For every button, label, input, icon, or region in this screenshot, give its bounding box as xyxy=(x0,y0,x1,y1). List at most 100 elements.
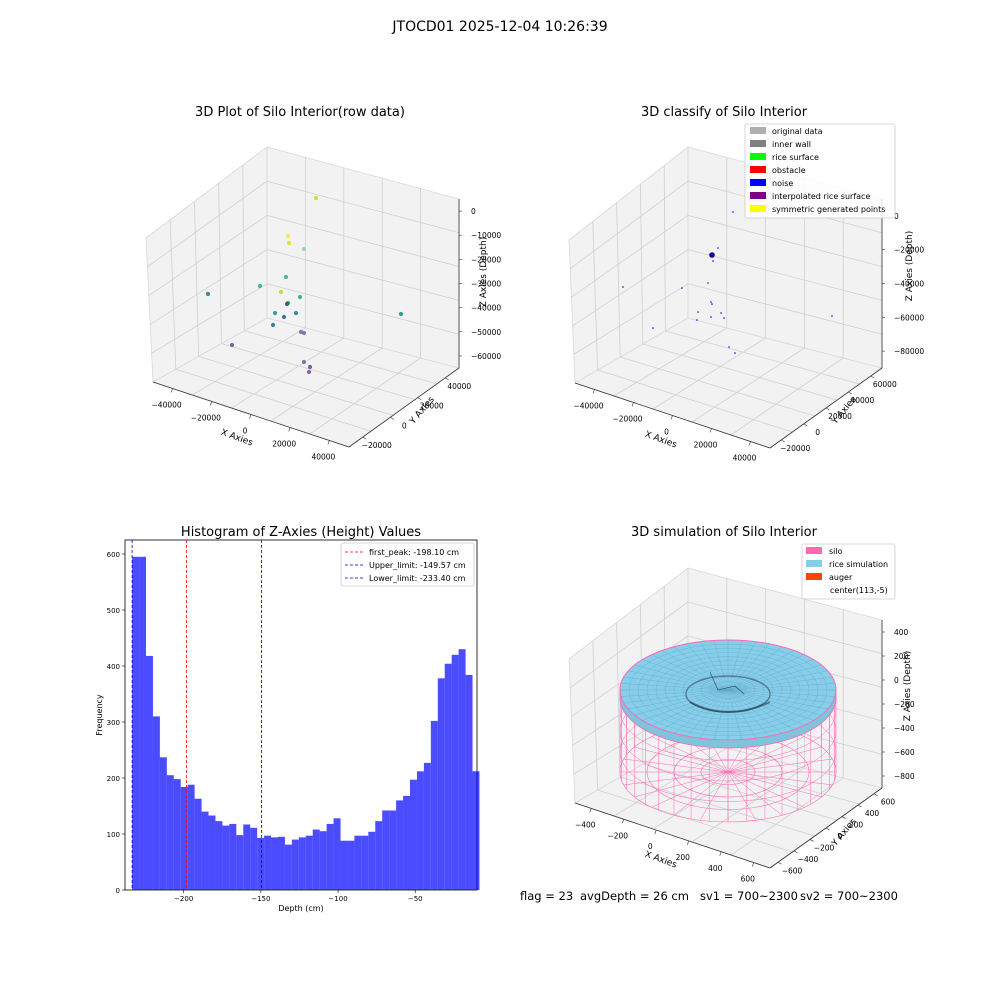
classify-plot-left-grid xyxy=(640,184,644,345)
histogram-legend: first_peak: -198.10 cm Upper_limit: -149.… xyxy=(340,542,475,587)
histogram-bar xyxy=(166,775,174,890)
raw-plot-back-grid xyxy=(266,180,460,234)
rice-mesh-spoke xyxy=(727,683,836,691)
raw-plot-back-grid xyxy=(266,283,460,335)
raw-data-point xyxy=(272,310,278,316)
silo-floor-spoke xyxy=(727,771,783,816)
classify-plot-floor-grid xyxy=(642,343,838,401)
classify-plot-floor-grid xyxy=(691,347,805,423)
rice-mesh-spoke xyxy=(623,689,729,704)
histogram-x-tick: −150 xyxy=(251,895,270,903)
simulation-plot-left-grid xyxy=(592,640,598,791)
classify-plot-x-ticks: −40000 −20000 0 20000 40000 xyxy=(573,389,757,463)
simulation-plot-x-tick: 200 xyxy=(676,853,691,862)
histogram-bar xyxy=(291,839,299,890)
classify-point xyxy=(710,301,712,303)
raw-data-point xyxy=(297,294,303,300)
classify-plot-xlabel: X Axies xyxy=(643,430,678,451)
raw-data-point xyxy=(306,369,312,375)
simulation-legend-label: silo xyxy=(829,547,843,556)
histogram-bar xyxy=(215,821,223,890)
histogram-bar xyxy=(305,835,313,890)
simulation-plot-x-tick: 0 xyxy=(648,842,653,851)
raw-plot-x-tick-mark xyxy=(288,427,291,432)
rice-mesh-spoke xyxy=(628,689,729,710)
rice-mesh-spoke xyxy=(662,650,729,691)
histogram-bar xyxy=(284,844,292,890)
raw-plot-left-grid xyxy=(148,215,268,296)
rice-mesh-spoke xyxy=(686,689,729,737)
classify-point xyxy=(712,260,714,262)
simulation-plot-z-tick: −200 xyxy=(894,700,915,709)
simulation-legend-swatch xyxy=(806,560,822,567)
classify-legend: original data inner wall rice surface obsta… xyxy=(744,123,896,219)
classify-plot-back-grid xyxy=(687,249,883,301)
histogram-y-tick: 400 xyxy=(107,663,120,671)
histogram-y-tick: 0 xyxy=(116,887,120,895)
histogram-bar xyxy=(333,818,341,890)
classify-point xyxy=(697,311,699,313)
raw-plot-z-tick: −60000 xyxy=(471,352,501,361)
classify-plot-x-tick: 40000 xyxy=(733,454,757,463)
classify-legend-swatch xyxy=(750,179,766,186)
silo-floor-spoke xyxy=(673,771,729,816)
histogram-bar xyxy=(250,827,258,890)
rice-mesh-spoke xyxy=(727,650,794,691)
simulation-plot-y-tick-mark xyxy=(873,793,878,796)
raw-data-point xyxy=(284,301,290,307)
rice-mesh-spoke xyxy=(727,689,783,734)
histogram-bar xyxy=(368,831,376,890)
raw-data-point xyxy=(229,342,235,348)
histogram-bar xyxy=(361,835,369,890)
silo-floor-spoke xyxy=(634,746,729,773)
classify-plot-y-tick-mark xyxy=(825,407,830,411)
raw-plot-floor-grid xyxy=(231,337,345,409)
simulation-plot-title: 3D simulation of Silo Interior xyxy=(631,525,818,540)
classify-legend-swatch xyxy=(750,127,766,134)
classify-plot-y-tick: −20000 xyxy=(780,444,810,453)
rice-surface xyxy=(619,639,837,749)
raw-plot-y-tick: 20000 xyxy=(420,402,444,411)
classify-plot-x-tick-mark xyxy=(631,402,634,407)
rice-mesh-spoke xyxy=(727,689,743,740)
rice-mesh-spoke xyxy=(713,689,729,740)
classify-point xyxy=(711,303,713,305)
histogram-bar xyxy=(139,556,146,890)
rice-mesh-spoke xyxy=(634,689,729,716)
simulation-plot-y-tick: 400 xyxy=(865,809,880,818)
raw-plot-left-grid xyxy=(194,201,199,357)
classify-plot-z-tick: 0 xyxy=(894,212,899,221)
histogram-y-tick: 200 xyxy=(107,775,120,783)
simulation-plot-y-tick: −600 xyxy=(782,866,803,875)
raw-plot-y-tick-mark xyxy=(390,417,394,420)
histogram-bar xyxy=(437,678,445,890)
raw-plot-x-ticks: −40000 −20000 0 20000 40000 xyxy=(152,388,336,462)
raw-plot-x-tick: 40000 xyxy=(311,453,335,462)
raw-plot-x-tick-mark xyxy=(210,401,213,406)
histogram-bar xyxy=(396,800,404,890)
histogram-legend-label: first_peak: -198.10 cm xyxy=(369,548,459,557)
histogram-bar xyxy=(312,829,320,890)
histogram-bar xyxy=(444,663,452,890)
raw-plot-y-tick-mark xyxy=(417,397,422,400)
rice-mesh-spoke xyxy=(727,640,743,691)
histogram-x-tick: −50 xyxy=(408,895,423,903)
simulation-plot-y-tick: −400 xyxy=(798,855,819,864)
rice-mesh-spoke xyxy=(713,640,729,691)
classify-legend-swatch xyxy=(750,153,766,160)
raw-plot-x-tick: 20000 xyxy=(272,440,296,449)
classify-legend-label: symmetric generated points xyxy=(772,205,885,214)
raw-data-point xyxy=(286,240,292,246)
rice-mesh-spoke xyxy=(634,664,729,691)
rice-mesh-spoke xyxy=(628,670,729,691)
raw-plot-x-tick: −40000 xyxy=(152,401,182,410)
histogram-bar xyxy=(382,810,390,890)
raw-plot-z-ticks: 0 −10000 −20000 −30000 −40000 −50000 −60000 xyxy=(459,207,501,361)
rice-mesh-spoke xyxy=(673,646,729,691)
classify-plot-y-tick-mark xyxy=(848,391,853,395)
histogram-bar xyxy=(451,654,459,890)
silo-floor-spoke xyxy=(727,736,805,773)
raw-plot-left-grid xyxy=(218,183,222,344)
sv2-text: sv2 = 700~2300 xyxy=(800,889,898,903)
